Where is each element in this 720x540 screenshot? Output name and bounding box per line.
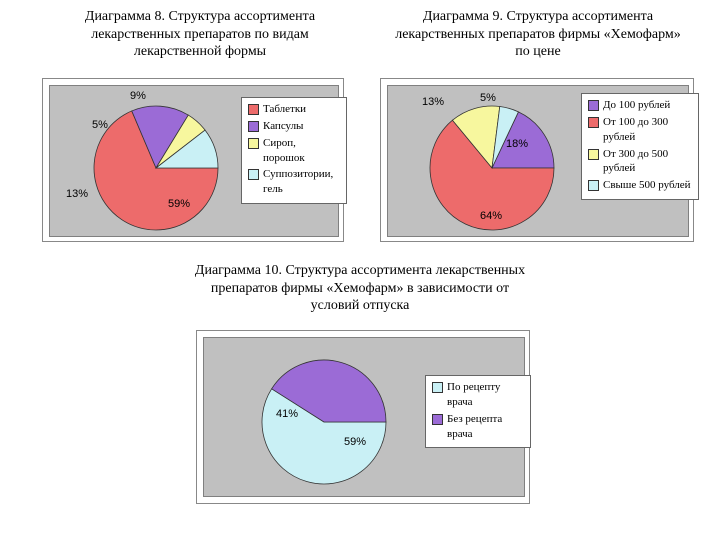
chart8-label-2: 5% [92, 119, 108, 131]
legend-swatch [588, 149, 599, 160]
legend-label: От 300 до 500 рублей [603, 147, 692, 177]
chart9-box: 18% 64% 13% 5% До 100 рублей От 100 до 30… [380, 78, 694, 242]
legend-item-1: Без рецепта врача [432, 412, 524, 442]
legend-item-0: Таблетки [248, 102, 340, 117]
legend-label: Без рецепта врача [447, 412, 524, 442]
legend-label: Суппозитории, гель [263, 167, 340, 197]
chart8-label-1: 13% [66, 188, 88, 200]
legend-swatch [432, 382, 443, 393]
chart9-label-0: 18% [506, 138, 528, 150]
chart9-label-1: 64% [480, 210, 502, 222]
chart8-title: Диаграмма 8. Структура ассортимента лека… [50, 8, 350, 61]
chart8-title-text: Диаграмма 8. Структура ассортимента лека… [85, 9, 315, 59]
legend-item-1: От 100 до 300 рублей [588, 115, 692, 145]
chart10-legend: По рецепту врачаБез рецепта врача [425, 375, 531, 448]
chart10-label-1: 41% [276, 408, 298, 420]
legend-label: Сироп, порошок [263, 136, 340, 166]
legend-swatch [588, 100, 599, 111]
chart8-box: 59% 13% 5% 9% Таблетки Капсулы Сироп, поро… [42, 78, 344, 242]
chart10-title-text: Диаграмма 10. Структура ассортимента лек… [195, 263, 525, 313]
chart10-box: 59% 41% По рецепту врачаБез рецепта врач… [196, 330, 530, 504]
chart8-label-3: 9% [130, 90, 146, 102]
legend-label: Свыше 500 рублей [603, 178, 691, 193]
legend-item-0: До 100 рублей [588, 98, 692, 113]
chart9-label-3: 5% [480, 92, 496, 104]
legend-swatch [248, 138, 259, 149]
legend-swatch [432, 414, 443, 425]
chart8-legend: Таблетки Капсулы Сироп, порошокСуппозитори… [241, 97, 347, 204]
legend-label: По рецепту врача [447, 380, 524, 410]
legend-label: Таблетки [263, 102, 306, 117]
legend-label: Капсулы [263, 119, 303, 134]
legend-item-1: Капсулы [248, 119, 340, 134]
legend-label: До 100 рублей [603, 98, 670, 113]
chart9-title: Диаграмма 9. Структура ассортимента лека… [388, 8, 688, 61]
chart9-legend: До 100 рублей От 100 до 300 рублейОт 300 … [581, 93, 699, 200]
legend-swatch [588, 180, 599, 191]
chart9-title-text: Диаграмма 9. Структура ассортимента лека… [395, 9, 681, 59]
legend-item-2: От 300 до 500 рублей [588, 147, 692, 177]
legend-swatch [588, 117, 599, 128]
chart10-label-0: 59% [344, 436, 366, 448]
legend-item-0: По рецепту врача [432, 380, 524, 410]
chart8-label-0: 59% [168, 198, 190, 210]
legend-label: От 100 до 300 рублей [603, 115, 692, 145]
legend-swatch [248, 104, 259, 115]
legend-swatch [248, 169, 259, 180]
legend-swatch [248, 121, 259, 132]
chart10-title: Диаграмма 10. Структура ассортимента лек… [190, 262, 530, 315]
legend-item-3: Свыше 500 рублей [588, 178, 692, 193]
legend-item-3: Суппозитории, гель [248, 167, 340, 197]
chart9-label-2: 13% [422, 96, 444, 108]
legend-item-2: Сироп, порошок [248, 136, 340, 166]
